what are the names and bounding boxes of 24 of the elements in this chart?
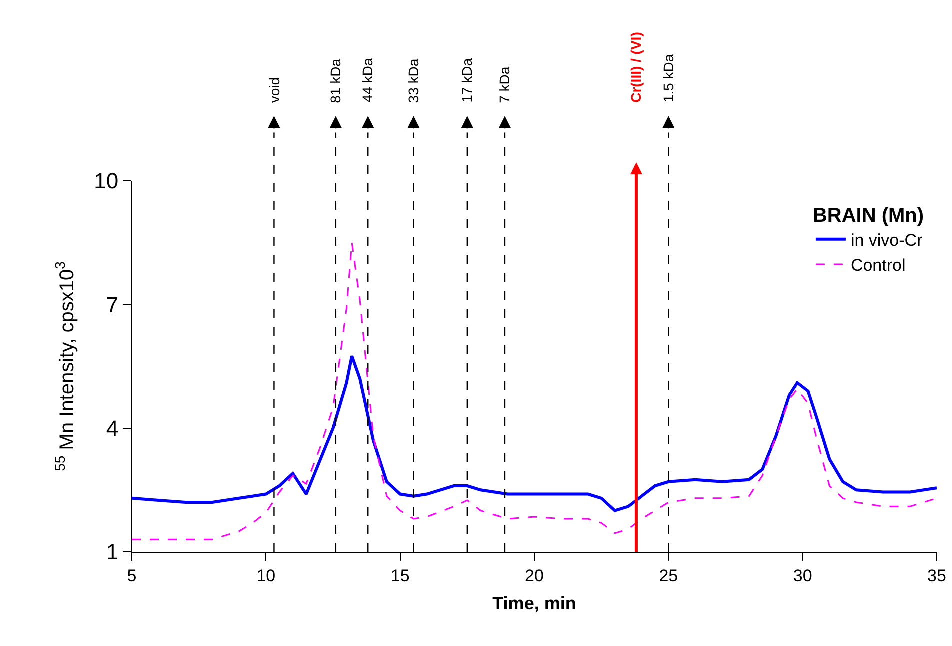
y-tick-label: 4 [106,416,119,442]
legend-label: in vivo-Cr [850,231,924,250]
y-tick-label: 10 [94,168,119,194]
line-series [132,354,937,512]
legend-label: Control [850,256,906,276]
x-tick-label: 5 [127,566,137,586]
x-tick-label: 20 [525,566,544,586]
ref-line-label: 33 kDa [405,58,422,104]
legend-title: BRAIN (Mn) [812,204,924,227]
ref-line-label: 81 kDa [327,58,344,104]
ref-line-label: 7 kDa [496,66,513,104]
ref-line-label: 1.5 kDa [660,54,677,103]
x-tick-label: 25 [659,566,678,586]
y-tick-label: 7 [106,292,119,318]
x-tick-label: 35 [928,566,946,586]
x-tick-label: 15 [390,566,410,586]
x-tick-label: 10 [256,566,276,586]
y-tick-label: 1 [106,540,119,565]
ref-line-label: Cr(III) / (VI) [628,32,644,103]
ref-line-label: 17 kDa [458,58,475,103]
x-tick-label: 30 [793,566,812,586]
x-axis-title: Time, min [492,594,576,614]
ref-line-label: 44 kDa [360,58,376,103]
ref-line-label: void [266,77,282,104]
